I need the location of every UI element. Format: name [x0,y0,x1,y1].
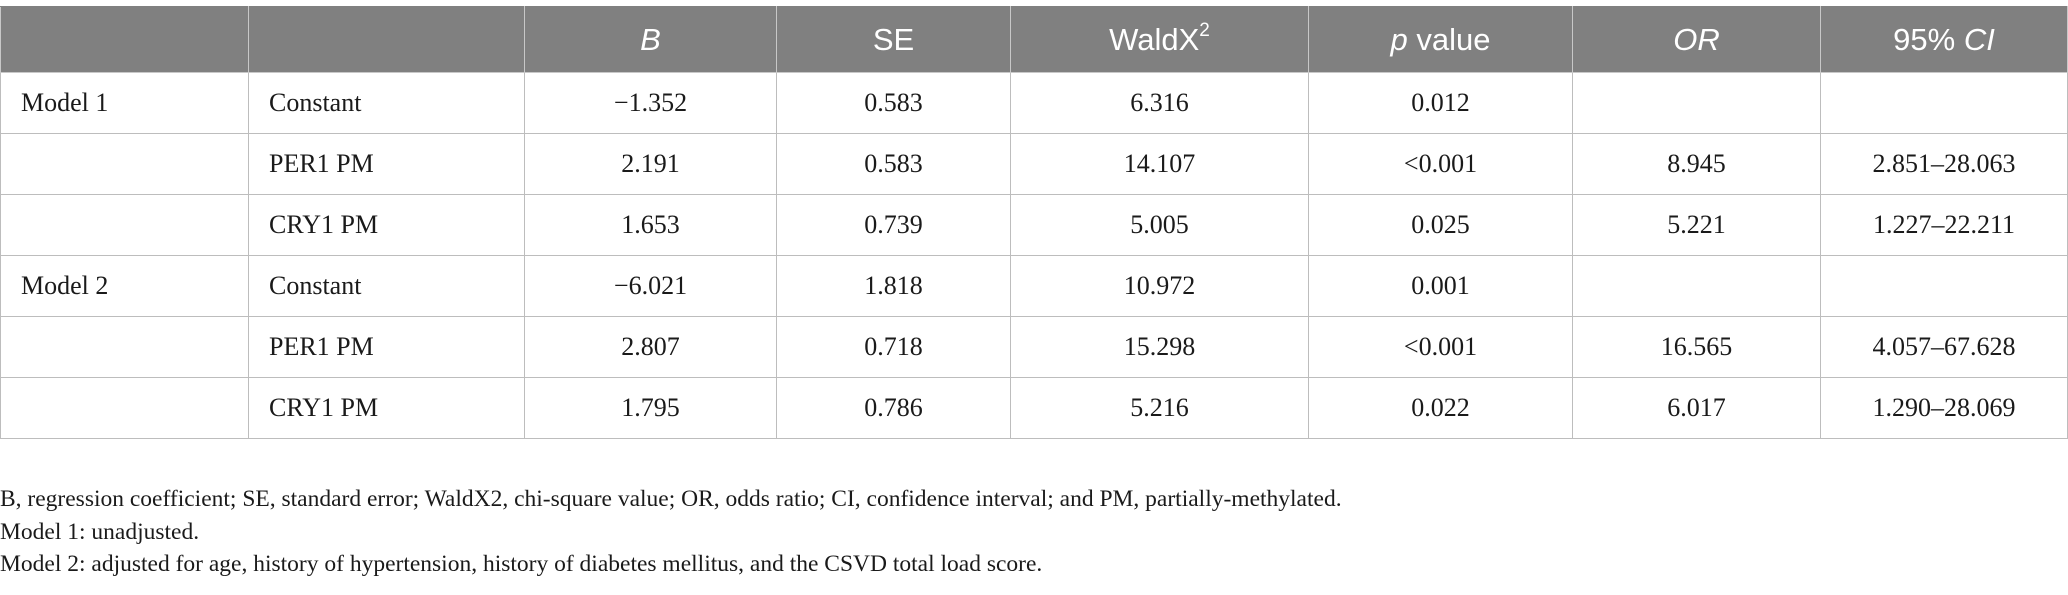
cell-model: Model 1 [0,72,249,134]
cell-wald: 15.298 [1010,316,1309,378]
cell-se: 0.718 [776,316,1011,378]
cell-variable: PER1 PM [248,133,525,195]
cell-or: 6.017 [1572,377,1821,439]
footnote-abbreviations: B, regression coefficient; SE, standard … [0,486,1342,512]
cell-model [0,194,249,256]
table-header-row: B SE WaldX2 p value OR 95% CI [0,6,2068,73]
header-wald: WaldX2 [1010,6,1309,73]
footnote-model-1: Model 1: unadjusted. [0,518,200,545]
cell-or: 16.565 [1572,316,1821,378]
table-footnotes: B, regression coefficient; SE, standard … [0,483,1342,581]
table-row: Model 2 Constant −6.021 1.818 10.972 0.0… [0,255,2068,317]
header-ci-italic: CI [1963,21,1995,57]
header-se: SE [776,6,1011,73]
cell-ci [1820,255,2068,317]
cell-or: 5.221 [1572,194,1821,256]
cell-wald: 10.972 [1010,255,1309,317]
header-p-italic: p [1390,21,1408,57]
footnote-model-2: Model 2: adjusted for age, history of hy… [0,551,1043,577]
cell-ci [1820,72,2068,134]
cell-se: 0.786 [776,377,1011,439]
cell-b: 1.653 [524,194,777,256]
cell-se: 1.818 [776,255,1011,317]
cell-p: 0.012 [1308,72,1573,134]
cell-wald: 6.316 [1010,72,1309,134]
table-row: CRY1 PM 1.795 0.786 5.216 0.022 6.017 1.… [0,377,2068,439]
cell-ci: 4.057–67.628 [1820,316,2068,378]
table-row: CRY1 PM 1.653 0.739 5.005 0.025 5.221 1.… [0,194,2068,256]
cell-variable: Constant [248,255,525,317]
cell-b: 1.795 [524,377,777,439]
cell-ci: 2.851–28.063 [1820,133,2068,195]
cell-ci: 1.227–22.211 [1820,194,2068,256]
regression-table: B SE WaldX2 p value OR 95% CI Model 1 Co… [0,6,2068,439]
header-wald-sup: 2 [1199,19,1210,41]
cell-b: −6.021 [524,255,777,317]
cell-b: 2.191 [524,133,777,195]
cell-p: 0.001 [1308,255,1573,317]
cell-variable: Constant [248,72,525,134]
table-row: PER1 PM 2.191 0.583 14.107 <0.001 8.945 … [0,133,2068,195]
cell-p: <0.001 [1308,316,1573,378]
cell-se: 0.739 [776,194,1011,256]
cell-se: 0.583 [776,133,1011,195]
table-row: Model 1 Constant −1.352 0.583 6.316 0.01… [0,72,2068,134]
header-or: OR [1572,6,1821,73]
cell-model [0,133,249,195]
cell-variable: CRY1 PM [248,194,525,256]
header-ci-prefix: 95% [1893,21,1964,57]
cell-variable: CRY1 PM [248,377,525,439]
header-b: B [524,6,777,73]
cell-variable: PER1 PM [248,316,525,378]
cell-p: 0.025 [1308,194,1573,256]
cell-model: Model 2 [0,255,249,317]
cell-se: 0.583 [776,72,1011,134]
cell-or: 8.945 [1572,133,1821,195]
cell-model [0,316,249,378]
header-p-rest: value [1407,21,1491,57]
header-wald-base: WaldX [1109,21,1200,57]
header-group [0,6,249,73]
header-variable [248,6,525,73]
cell-b: 2.807 [524,316,777,378]
cell-ci: 1.290–28.069 [1820,377,2068,439]
cell-or [1572,255,1821,317]
cell-wald: 5.216 [1010,377,1309,439]
cell-p: 0.022 [1308,377,1573,439]
cell-p: <0.001 [1308,133,1573,195]
cell-model [0,377,249,439]
table-row: PER1 PM 2.807 0.718 15.298 <0.001 16.565… [0,316,2068,378]
header-ci: 95% CI [1820,6,2068,73]
header-p-value: p value [1308,6,1573,73]
cell-or [1572,72,1821,134]
cell-b: −1.352 [524,72,777,134]
cell-wald: 14.107 [1010,133,1309,195]
cell-wald: 5.005 [1010,194,1309,256]
